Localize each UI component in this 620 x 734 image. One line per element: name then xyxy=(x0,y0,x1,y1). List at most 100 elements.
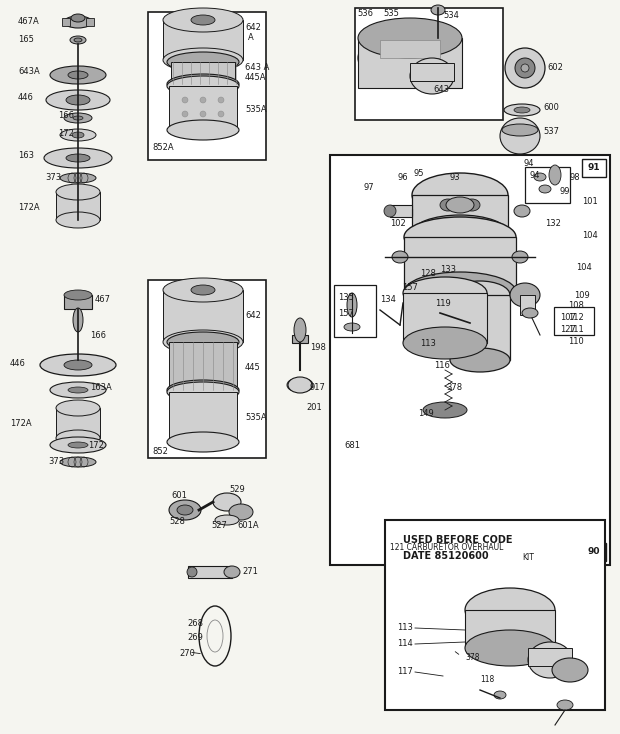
Bar xyxy=(582,543,606,561)
Bar xyxy=(163,20,243,60)
Ellipse shape xyxy=(522,308,538,318)
Text: 446: 446 xyxy=(10,358,26,368)
Text: 852: 852 xyxy=(152,448,168,457)
Text: 536: 536 xyxy=(357,10,373,18)
Bar xyxy=(169,392,237,442)
Ellipse shape xyxy=(514,107,530,113)
Ellipse shape xyxy=(557,700,573,710)
Text: 529: 529 xyxy=(229,485,245,495)
Ellipse shape xyxy=(56,430,100,446)
Text: 119: 119 xyxy=(435,299,451,308)
Ellipse shape xyxy=(68,387,88,393)
Ellipse shape xyxy=(163,8,243,32)
Bar xyxy=(56,192,100,220)
Text: DATE 85120600: DATE 85120600 xyxy=(403,551,489,561)
Text: 163A: 163A xyxy=(90,383,112,393)
Ellipse shape xyxy=(404,217,516,257)
Text: 270: 270 xyxy=(179,650,195,658)
Ellipse shape xyxy=(450,348,510,372)
Ellipse shape xyxy=(213,493,241,511)
Text: 445A: 445A xyxy=(245,73,267,82)
Ellipse shape xyxy=(167,382,239,402)
Ellipse shape xyxy=(403,277,487,309)
Bar xyxy=(385,520,605,710)
Bar xyxy=(334,285,376,337)
Ellipse shape xyxy=(167,380,239,400)
Text: A: A xyxy=(248,34,254,43)
Text: 201: 201 xyxy=(306,404,322,413)
Ellipse shape xyxy=(287,379,303,391)
Text: 198: 198 xyxy=(310,344,326,352)
Ellipse shape xyxy=(528,642,572,678)
Ellipse shape xyxy=(56,400,100,416)
Text: 535A: 535A xyxy=(245,413,267,423)
Text: 109: 109 xyxy=(574,291,590,299)
Bar xyxy=(56,408,100,438)
Ellipse shape xyxy=(167,76,239,96)
Text: 172A: 172A xyxy=(10,418,32,427)
Ellipse shape xyxy=(450,281,510,309)
Ellipse shape xyxy=(215,515,239,525)
Text: 90: 90 xyxy=(588,548,601,556)
Bar xyxy=(528,648,572,666)
Text: 601: 601 xyxy=(171,492,187,501)
Ellipse shape xyxy=(167,120,239,140)
Bar xyxy=(525,167,570,203)
Ellipse shape xyxy=(403,327,487,359)
Text: 271: 271 xyxy=(242,567,258,576)
Ellipse shape xyxy=(163,330,243,354)
Ellipse shape xyxy=(60,173,96,183)
Ellipse shape xyxy=(500,118,540,154)
Ellipse shape xyxy=(521,64,529,72)
Text: 535A: 535A xyxy=(245,106,267,115)
Ellipse shape xyxy=(412,173,508,217)
Text: 134: 134 xyxy=(380,296,396,305)
Bar xyxy=(188,566,232,578)
Text: 97: 97 xyxy=(364,183,374,192)
Ellipse shape xyxy=(167,332,239,352)
Ellipse shape xyxy=(66,95,90,105)
Text: 378: 378 xyxy=(446,382,462,391)
Ellipse shape xyxy=(182,97,188,103)
Text: 373: 373 xyxy=(48,457,64,467)
Ellipse shape xyxy=(288,377,312,393)
Ellipse shape xyxy=(56,212,100,228)
Bar xyxy=(148,12,266,160)
Bar xyxy=(380,40,440,58)
Bar xyxy=(554,307,594,335)
Text: 104: 104 xyxy=(576,263,591,272)
Ellipse shape xyxy=(200,97,206,103)
Bar xyxy=(163,290,243,342)
Ellipse shape xyxy=(404,272,516,312)
Ellipse shape xyxy=(167,74,239,94)
Text: 373: 373 xyxy=(45,173,61,183)
Ellipse shape xyxy=(50,437,106,453)
Text: 135: 135 xyxy=(338,294,354,302)
Ellipse shape xyxy=(539,185,551,193)
Ellipse shape xyxy=(218,97,224,103)
Text: 643: 643 xyxy=(433,85,449,95)
Ellipse shape xyxy=(163,48,243,72)
Ellipse shape xyxy=(191,15,215,25)
Text: 172: 172 xyxy=(58,128,74,137)
Text: USED BEFORE CODE: USED BEFORE CODE xyxy=(403,535,513,545)
Ellipse shape xyxy=(68,442,88,448)
Text: 534: 534 xyxy=(443,12,459,21)
Ellipse shape xyxy=(182,111,188,117)
Ellipse shape xyxy=(66,154,90,162)
Ellipse shape xyxy=(50,66,106,84)
Bar xyxy=(450,295,510,360)
Ellipse shape xyxy=(163,278,243,302)
Ellipse shape xyxy=(412,215,508,251)
Text: 269: 269 xyxy=(187,633,203,642)
Text: 117: 117 xyxy=(397,667,413,677)
Text: 110: 110 xyxy=(568,336,584,346)
Text: 94: 94 xyxy=(530,170,541,180)
Ellipse shape xyxy=(358,32,462,84)
Text: 111: 111 xyxy=(568,324,584,333)
Ellipse shape xyxy=(410,58,454,94)
Ellipse shape xyxy=(344,323,360,331)
Ellipse shape xyxy=(446,197,474,213)
Ellipse shape xyxy=(505,48,545,88)
Text: 113: 113 xyxy=(420,338,436,347)
